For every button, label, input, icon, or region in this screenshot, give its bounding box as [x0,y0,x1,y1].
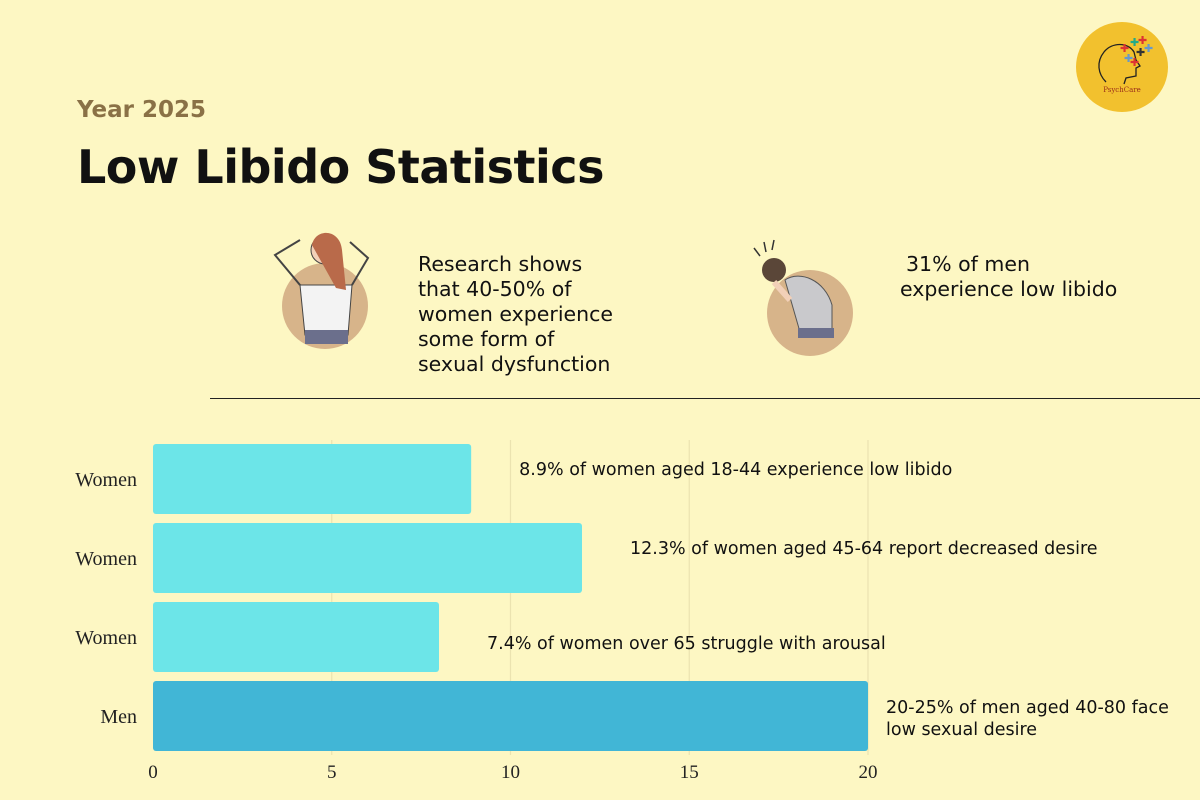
x-tick-label: 20 [859,762,878,783]
svg-text:✚: ✚ [1144,42,1153,55]
stat-line: Research shows [418,252,583,276]
year-label: Year 2025 [77,97,207,123]
stressed-woman-illustration [273,232,370,349]
bar-annotation: 12.3% of women aged 45-64 report decreas… [630,539,1098,559]
svg-text:✚: ✚ [1120,42,1129,55]
bar [153,523,582,593]
stat-line: some form of [418,327,555,351]
category-label: Women [75,548,137,570]
bar [153,681,868,751]
psychcare-logo: ✚ ✚ ✚ ✚ ✚ ✚ ✚ PsychCare [1076,22,1168,112]
bar-annotation: 20-25% of men aged 40-80 face [886,698,1169,718]
stressed-man-illustration [753,239,853,356]
x-tick-label: 0 [148,762,158,783]
divider [210,398,1200,399]
svg-text:✚: ✚ [1124,52,1133,65]
stat-line: that 40-50% of [418,277,572,301]
x-tick-label: 10 [501,762,520,783]
stat-line: experience low libido [900,277,1118,301]
svg-text:✚: ✚ [1136,46,1145,59]
stat-line: women experience [418,302,614,326]
bar-annotation: 7.4% of women over 65 struggle with arou… [487,634,886,654]
category-label: Men [100,706,137,728]
x-tick-label: 15 [680,762,699,783]
svg-text:✚: ✚ [1130,56,1139,69]
stat-line: sexual dysfunction [418,352,611,376]
bar [153,602,439,672]
page-title: Low Libido Statistics [77,140,604,194]
x-tick-label: 5 [327,762,337,783]
svg-text:✚: ✚ [1130,36,1139,49]
women-stat-text: Research shows that 40-50% of women expe… [418,252,613,377]
logo-text: PsychCare [1103,86,1141,94]
category-label: Women [75,627,137,649]
stat-line: 31% of men [906,252,1030,276]
head-with-puzzle-pieces-logo-icon: ✚ ✚ ✚✚ ✚✚ ✚ [1098,34,1153,85]
bar-annotation: 8.9% of women aged 18-44 experience low … [519,460,952,480]
bar-annotation: low sexual desire [886,720,1037,740]
bar [153,444,472,514]
svg-text:✚: ✚ [1138,34,1147,47]
men-stat-text: 31% of men experience low libido [900,252,1117,302]
category-label: Women [75,469,137,491]
